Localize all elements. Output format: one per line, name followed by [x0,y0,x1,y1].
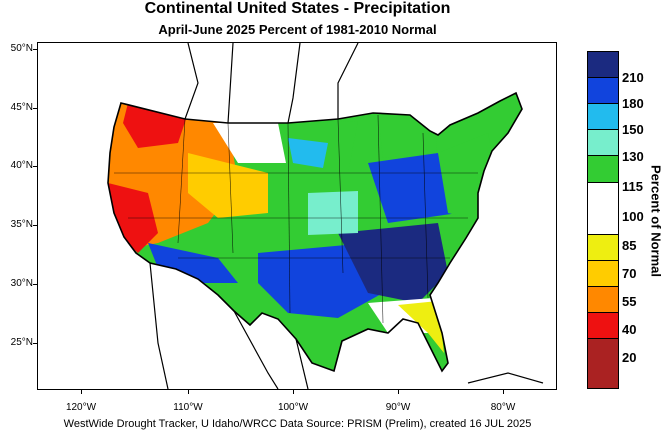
lat-tick [33,108,37,109]
precipitation-map [37,42,557,390]
map-canvas [107,43,544,389]
lat-label-40: 40°N [10,160,33,171]
cuba-outline [467,372,544,384]
lon-tick [293,390,294,394]
colorbar-label-115: 115 [622,179,643,194]
great-lakes-green [378,113,438,158]
plains-white-region [213,123,298,163]
lon-label-90: 90°W [385,402,411,413]
colorbar [587,51,619,389]
colorbar-swatch-150 [588,104,618,130]
lat-tick [33,166,37,167]
canada-province-line [287,43,301,124]
lat-tick [33,284,37,285]
lat-tick [33,343,37,344]
colorbar-swatch-100 [588,183,618,235]
southwest-blue-region [148,243,238,283]
ohio-valley-blue-region [368,153,458,223]
colorbar-swatch-180 [588,78,618,104]
colorbar-swatch-115 [588,156,618,183]
lat-tick [33,49,37,50]
colorbar-label-130: 130 [622,149,644,164]
credits-line: WestWide Drought Tracker, U Idaho/WRCC D… [63,418,532,430]
lat-label-45: 45°N [10,102,33,113]
colorbar-label-40: 40 [622,322,637,337]
state-borders [114,114,478,324]
lon-label-80: 80°W [490,402,516,413]
colorbar-label-55: 55 [622,294,637,309]
map-subtitle: April-June 2025 Percent of 1981-2010 Nor… [158,22,437,37]
colorbar-swatch-20 [588,339,618,388]
rockies-yellow-region [188,153,268,218]
lon-label-100: 100°W [277,402,309,413]
lat-label-30: 30°N [10,278,33,289]
colorbar-swatch-40 [588,313,618,339]
colorbar-label-100: 100 [622,209,644,224]
canada-province-line [227,43,234,124]
lat-tick [33,225,37,226]
colorbar-swatch-130 [588,130,618,156]
southeast-darkblue-region [338,223,448,303]
colorbar-swatch-210plus [588,52,618,78]
colorbar-label-70: 70 [622,266,637,281]
lon-tick [188,390,189,394]
lon-tick [398,390,399,394]
colorbar-swatch-85 [588,235,618,261]
lat-label-35: 35°N [10,219,33,230]
lon-tick [503,390,504,394]
colorbar-title: Percent of Normal [646,156,666,286]
us-outline [107,91,523,373]
map-title: Continental United States - Precipitatio… [144,0,451,17]
canada-province-line [337,43,359,119]
colorbar-label-85: 85 [622,238,637,253]
colorbar-swatch-70 [588,261,618,287]
colorbar-label-150: 150 [622,122,644,137]
colorbar-label-210: 210 [622,70,644,85]
lon-tick [81,390,82,394]
lat-label-25: 25°N [10,337,33,348]
mexico-coast [149,262,169,389]
lon-label-120: 120°W [65,402,97,413]
colorbar-title-text: Percent of Normal [648,165,664,277]
florida-yellow-region [398,301,444,353]
lat-label-50: 50°N [10,43,33,54]
canada-province-line [184,43,199,120]
colorbar-label-20: 20 [622,350,637,365]
mexico-border [233,310,279,389]
mexico-gulf-coast [295,338,309,389]
lon-label-110: 110°W [173,402,203,413]
plains-cyan-region [308,191,358,235]
colorbar-label-180: 180 [622,96,644,111]
dakota-wet-region [288,138,328,168]
colorbar-swatch-55 [588,287,618,313]
